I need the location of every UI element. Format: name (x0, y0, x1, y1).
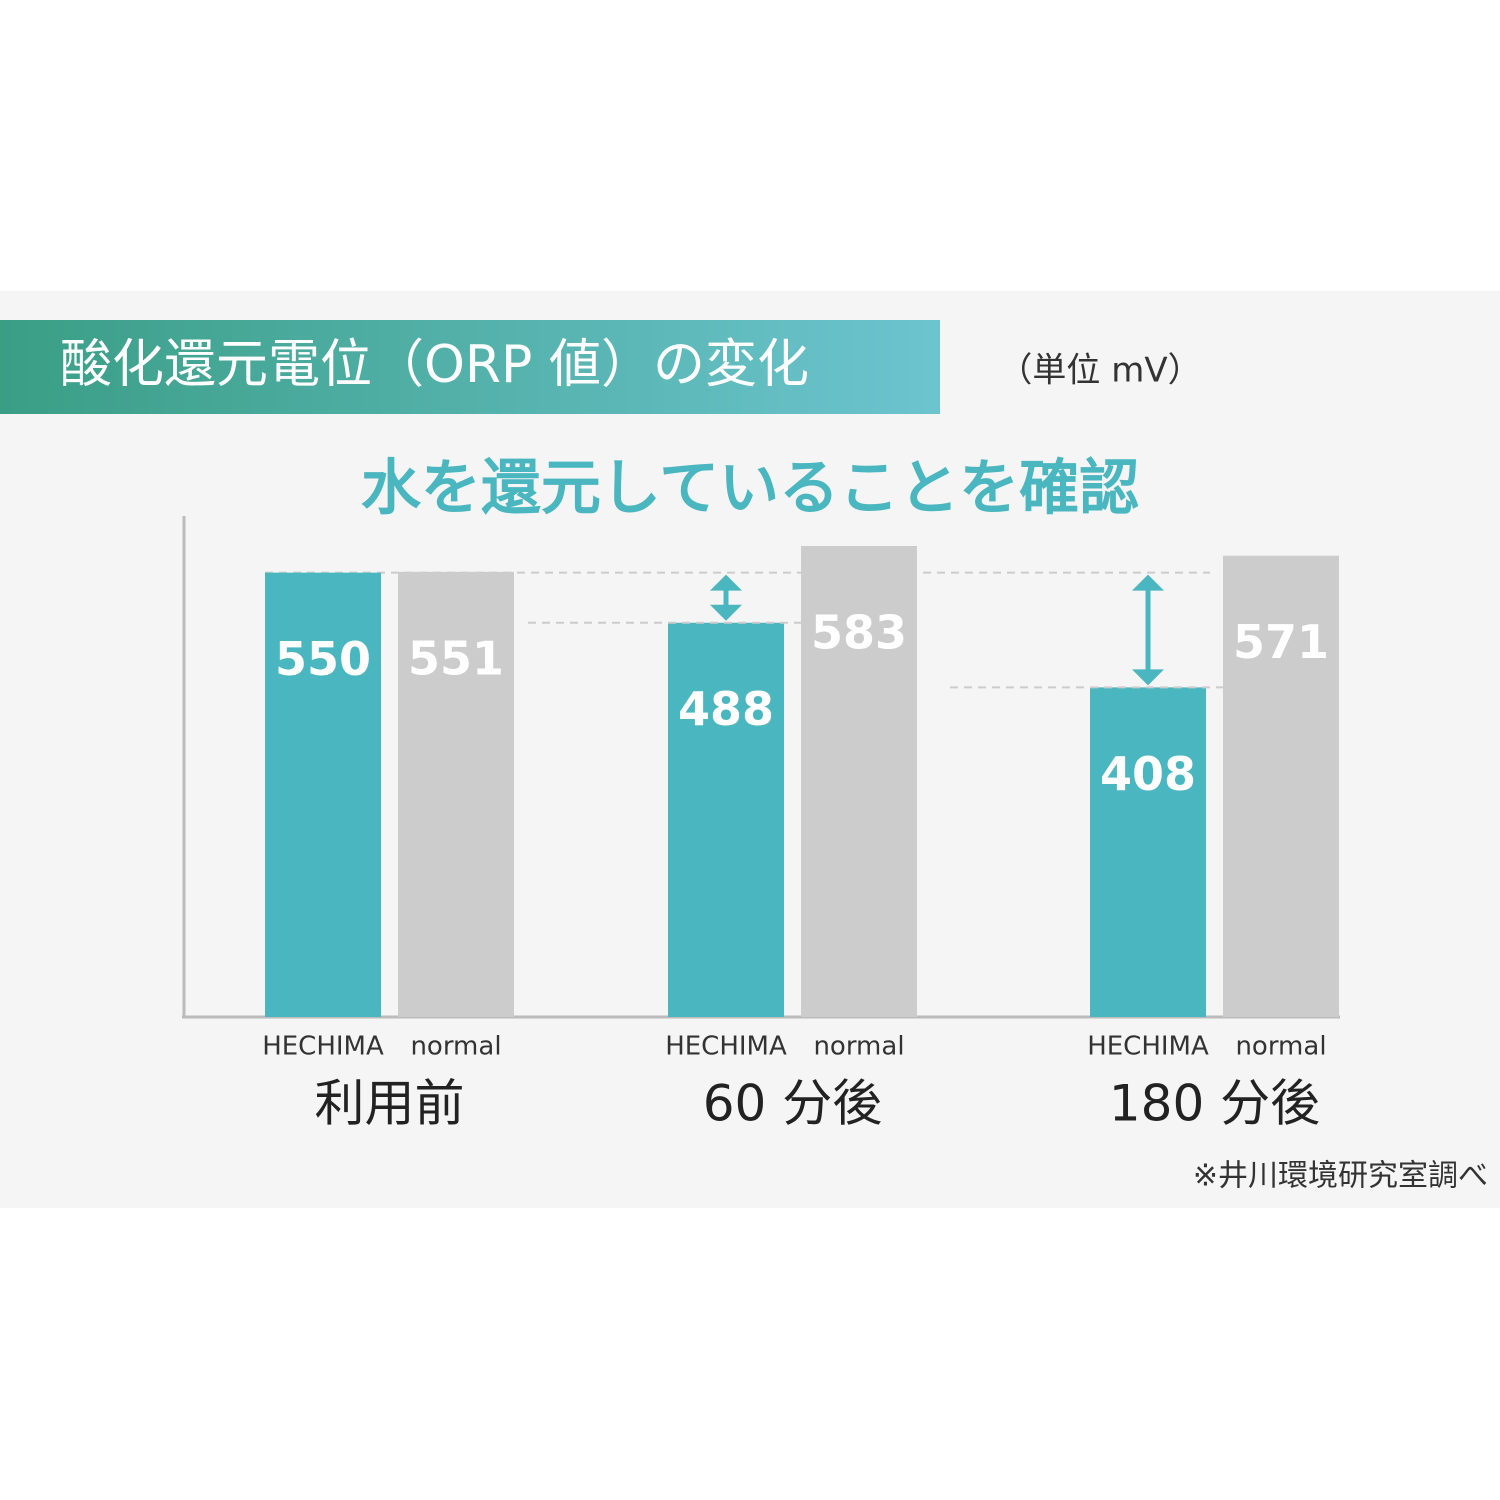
series-label: HECHIMA (1087, 1032, 1209, 1062)
series-label: HECHIMA (262, 1032, 384, 1062)
series-label: normal (410, 1032, 501, 1062)
arrow-head (1132, 574, 1164, 591)
bar (801, 546, 917, 1017)
category-label: 180 分後 (1109, 1075, 1320, 1133)
bar (668, 622, 784, 1017)
category-label: 利用前 (315, 1075, 465, 1133)
value-label: 488 (678, 682, 774, 736)
category-label: 60 分後 (703, 1075, 883, 1133)
series-label: normal (1235, 1032, 1326, 1062)
chart-title: 酸化還元電位（ORP 値）の変化 (60, 335, 809, 395)
source-note: ※井川環境研究室調べ (1193, 1159, 1488, 1194)
value-label: 408 (1100, 747, 1196, 801)
bar (1090, 687, 1206, 1017)
bar (265, 572, 381, 1017)
bar (1223, 555, 1339, 1017)
arrow-head (710, 574, 742, 591)
value-label: 571 (1233, 615, 1329, 669)
value-label: 583 (811, 606, 907, 660)
unit-label: （単位 mV） (998, 351, 1201, 391)
arrow-head (1132, 669, 1164, 686)
title-banner (0, 320, 940, 414)
series-label: HECHIMA (665, 1032, 787, 1062)
series-label: normal (813, 1032, 904, 1062)
value-label: 550 (275, 632, 371, 686)
bar (398, 571, 514, 1017)
arrow-head (710, 604, 742, 621)
value-label: 551 (408, 631, 504, 685)
subtitle: 水を還元していることを確認 (361, 454, 1139, 524)
